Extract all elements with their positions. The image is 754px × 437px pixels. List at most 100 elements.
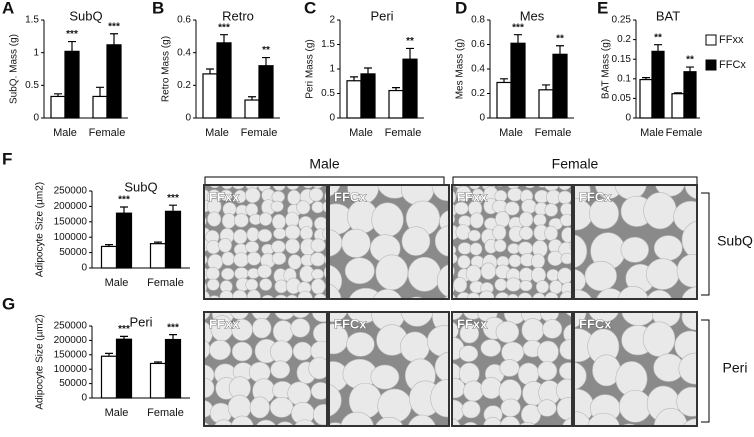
bar — [100, 355, 118, 399]
legend-label: FFxx — [719, 34, 744, 46]
error-bar — [514, 34, 522, 44]
cell — [269, 397, 294, 418]
significance: *** — [108, 21, 120, 32]
bar — [149, 362, 167, 399]
cell — [574, 234, 588, 268]
error-bar — [96, 86, 104, 97]
x-tick-label: Female — [385, 127, 422, 139]
error-bar — [674, 92, 682, 94]
cell — [302, 185, 314, 189]
significance: *** — [66, 29, 78, 40]
y-tick-label: 0.5 — [25, 80, 39, 91]
cells — [329, 185, 449, 299]
cell — [344, 257, 375, 285]
image-label: FFCx — [334, 189, 367, 204]
y-tick-label: 0.5 — [321, 88, 335, 99]
cell — [588, 312, 619, 323]
cell — [480, 339, 502, 357]
row-bracket — [701, 319, 710, 423]
cell — [495, 320, 520, 343]
cell — [614, 185, 647, 200]
y-axis-label: Peri Mass (g) — [305, 39, 316, 98]
error-bar — [169, 334, 177, 340]
y-axis-label: Retro Mass (g) — [161, 36, 172, 102]
cell — [646, 289, 673, 299]
error-bar — [392, 87, 400, 91]
image-border — [573, 311, 698, 427]
cell — [457, 255, 471, 269]
panel-letter: E — [597, 0, 608, 17]
cells — [329, 312, 449, 426]
cell — [642, 321, 676, 357]
cell — [308, 357, 327, 380]
error-bar — [262, 56, 270, 66]
cell — [311, 312, 327, 323]
cell — [452, 312, 464, 321]
error-bar — [364, 67, 372, 74]
panel-letter: A — [2, 0, 14, 17]
y-tick-label: 0.15 — [612, 54, 632, 65]
cell — [546, 269, 560, 282]
y-tick-label: 150000 — [54, 349, 88, 360]
cell — [537, 399, 557, 417]
bar — [683, 71, 697, 119]
cell — [535, 280, 550, 294]
cell — [271, 214, 286, 230]
column-header: Male — [309, 156, 340, 172]
x-tick-label: Female — [89, 127, 126, 139]
cell — [286, 185, 300, 190]
y-tick-label: 150000 — [54, 216, 88, 227]
cell — [245, 278, 259, 291]
cell — [618, 389, 652, 423]
cell — [462, 421, 479, 426]
bar — [651, 50, 665, 119]
x-tick-label: Female — [241, 127, 278, 139]
cell — [495, 211, 510, 228]
error-bar — [350, 76, 358, 81]
cell — [276, 421, 294, 426]
cell — [469, 242, 483, 256]
significance: *** — [118, 324, 130, 335]
cell — [521, 199, 537, 214]
cells — [452, 185, 572, 299]
cell — [329, 383, 342, 417]
cell — [375, 416, 404, 426]
error-bar — [120, 335, 128, 340]
error-bar — [406, 47, 414, 60]
cell — [465, 264, 482, 283]
histology-image — [451, 311, 573, 427]
significance: *** — [167, 322, 179, 333]
cell — [517, 292, 533, 299]
x-tick-label: Female — [147, 277, 184, 289]
cell — [377, 388, 412, 423]
cell — [322, 226, 327, 241]
histology-image — [451, 184, 573, 300]
row-label: Peri — [723, 360, 748, 376]
cell — [645, 258, 680, 290]
error-bar — [206, 68, 214, 74]
cell — [329, 312, 348, 323]
error-bar — [220, 34, 228, 43]
cell — [617, 286, 649, 299]
cell — [458, 345, 479, 362]
bar — [360, 73, 376, 119]
image-label: FFxx — [209, 316, 240, 331]
y-tick-label: 0.2 — [471, 88, 485, 99]
y-tick-label: 50000 — [59, 378, 87, 389]
significance: ** — [406, 36, 414, 47]
image-border — [203, 311, 328, 427]
cell — [452, 252, 458, 265]
cell — [557, 185, 572, 191]
cell — [643, 192, 677, 230]
cell — [506, 293, 520, 299]
histology-image — [328, 311, 450, 427]
image-label: FFxx — [457, 316, 488, 331]
bar — [164, 338, 182, 399]
cell — [714, 330, 745, 360]
cell — [375, 254, 409, 291]
cell — [249, 396, 270, 419]
x-tick-label: Female — [666, 127, 703, 139]
panel-letter: C — [304, 0, 316, 17]
error-bar — [110, 33, 118, 45]
cell — [401, 226, 431, 256]
